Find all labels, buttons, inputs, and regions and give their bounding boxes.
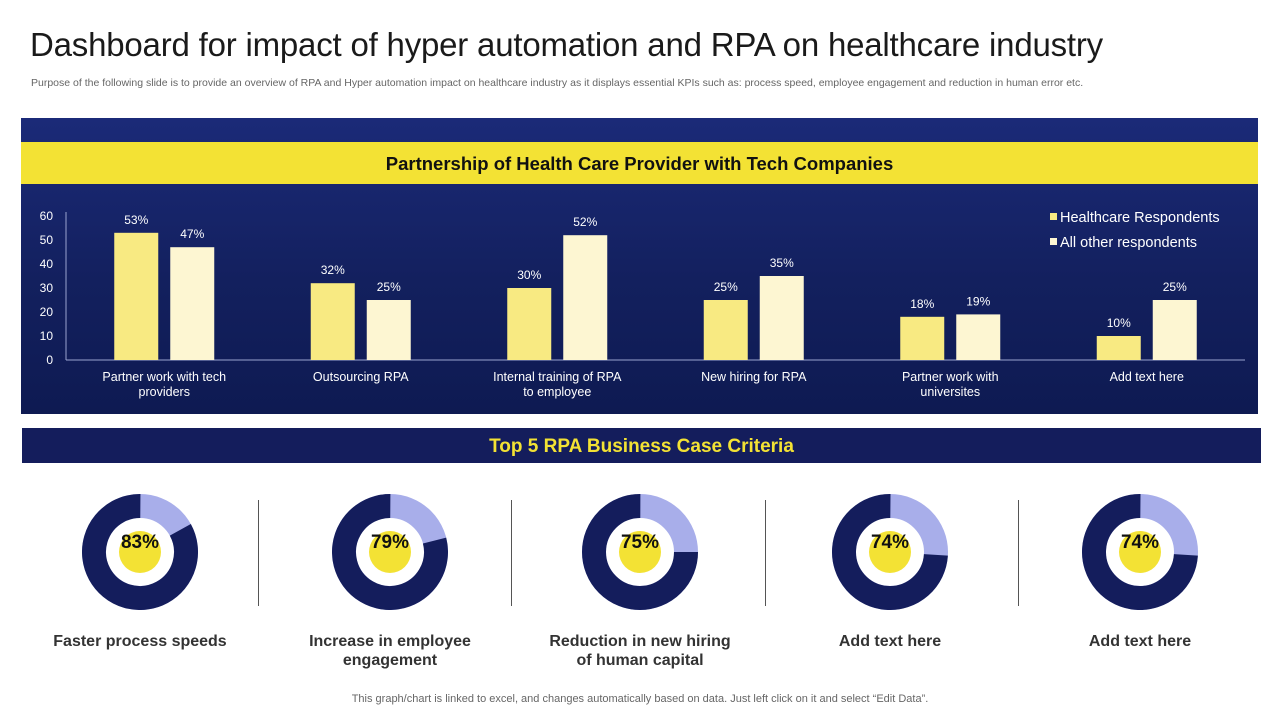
bar bbox=[563, 235, 608, 360]
bar bbox=[1096, 336, 1141, 360]
page-subtitle: Purpose of the following slide is to pro… bbox=[31, 77, 1084, 89]
kpi-label: Reduction in new hiring of human capital bbox=[549, 633, 731, 669]
bar bbox=[170, 247, 215, 360]
y-tick-label: 0 bbox=[46, 353, 53, 367]
bar-chart: 0 10 20 30 40 50 60 53% 47% 32% 25% 30% 52% 25% 35% 18… bbox=[40, 209, 1245, 399]
x-tick-label-line: Outsourcing RPA bbox=[313, 370, 409, 384]
donut-center bbox=[619, 531, 661, 573]
bar bbox=[1152, 300, 1197, 360]
donut-value-arc bbox=[832, 494, 948, 610]
bar bbox=[507, 288, 552, 360]
donut-chart bbox=[832, 494, 948, 610]
x-tick-label: Add text here bbox=[1110, 370, 1184, 384]
x-tick-label-line: Add text here bbox=[1110, 370, 1184, 384]
legend-label: All other respondents bbox=[1060, 235, 1197, 251]
bar-data-label: 25% bbox=[1163, 280, 1187, 294]
bar bbox=[703, 300, 748, 360]
donut-value-arc bbox=[82, 494, 198, 610]
kpi-label: Add text here bbox=[1088, 633, 1192, 650]
y-tick-label: 10 bbox=[40, 329, 54, 343]
donut-chart bbox=[332, 494, 448, 610]
bar bbox=[366, 300, 411, 360]
kpi-label: Increase in employee engagement bbox=[309, 633, 471, 669]
bar-data-labels: 53% 47% 32% 25% 30% 52% 25% 35% 18% 19% 10% 25% bbox=[124, 213, 1187, 330]
bar-data-label: 19% bbox=[966, 294, 990, 308]
legend-swatch bbox=[1050, 213, 1057, 220]
bar-data-label: 32% bbox=[321, 263, 345, 277]
x-tick-label: Partner work with tech providers bbox=[102, 370, 226, 399]
kpi-value: 79% bbox=[370, 532, 410, 553]
bar-data-label: 30% bbox=[517, 268, 541, 282]
donut-chart bbox=[82, 494, 198, 610]
donut-center bbox=[119, 531, 161, 573]
x-axis-labels: Partner work with tech providers Outsourci… bbox=[102, 370, 1184, 399]
bar-data-label: 10% bbox=[1107, 316, 1131, 330]
bar-data-label: 53% bbox=[124, 213, 148, 227]
kpi-value: 74% bbox=[1120, 532, 1160, 553]
bar bbox=[114, 232, 159, 360]
x-tick-label-line: universites bbox=[920, 385, 980, 399]
y-axis-ticks: 0 10 20 30 40 50 60 bbox=[40, 209, 54, 367]
y-tick-label: 40 bbox=[40, 257, 54, 271]
donut-center bbox=[869, 531, 911, 573]
bar bbox=[759, 276, 804, 360]
y-tick-label: 50 bbox=[40, 233, 54, 247]
donut-chart bbox=[582, 494, 698, 610]
bar-data-label: 18% bbox=[910, 297, 934, 311]
x-tick-label: Internal training of RPA to employee bbox=[493, 370, 622, 399]
x-tick-label: New hiring for RPA bbox=[701, 370, 807, 384]
bar bbox=[310, 283, 355, 360]
kpi-divider bbox=[765, 500, 766, 606]
bar-data-label: 25% bbox=[377, 280, 401, 294]
donut-value-arc bbox=[1082, 494, 1198, 610]
x-tick-label-line: to employee bbox=[523, 385, 591, 399]
bar-data-label: 35% bbox=[770, 256, 794, 270]
legend-label: Healthcare Respondents bbox=[1060, 210, 1220, 226]
page-title: Dashboard for impact of hyper automation… bbox=[30, 26, 1103, 63]
legend-swatch bbox=[1050, 238, 1057, 245]
kpi-label: Faster process speeds bbox=[53, 633, 227, 650]
y-tick-label: 60 bbox=[40, 209, 54, 223]
kpi-divider bbox=[511, 500, 512, 606]
y-tick-label: 30 bbox=[40, 281, 54, 295]
x-tick-label-line: providers bbox=[139, 385, 190, 399]
donut-center bbox=[369, 531, 411, 573]
x-tick-label-line: Partner work with tech bbox=[102, 370, 226, 384]
bar-data-label: 25% bbox=[714, 280, 738, 294]
donut-center bbox=[1119, 531, 1161, 573]
chart-legend: Healthcare Respondents All other responde… bbox=[1050, 210, 1220, 251]
chart-title: Partnership of Health Care Provider with… bbox=[21, 142, 1258, 184]
kpi-divider bbox=[1018, 500, 1019, 606]
kpi-value: 83% bbox=[120, 532, 160, 553]
section-title: Top 5 RPA Business Case Criteria bbox=[22, 428, 1261, 463]
kpi-label: Add text here bbox=[838, 633, 942, 650]
kpi-value: 74% bbox=[870, 532, 910, 553]
x-tick-label-line: New hiring for RPA bbox=[701, 370, 807, 384]
y-tick-label: 20 bbox=[40, 305, 54, 319]
x-tick-label: Partner work with universites bbox=[902, 370, 999, 399]
footer-note: This graph/chart is linked to excel, and… bbox=[351, 693, 929, 705]
kpi-divider bbox=[258, 500, 259, 606]
bar-data-label: 47% bbox=[180, 227, 204, 241]
bar-marks bbox=[114, 232, 1197, 360]
bar bbox=[956, 314, 1001, 360]
bar bbox=[900, 316, 945, 360]
x-tick-label-line: Internal training of RPA bbox=[493, 370, 622, 384]
bar-data-label: 52% bbox=[573, 215, 597, 229]
donut-value-arc bbox=[582, 494, 698, 610]
kpi-value: 75% bbox=[620, 532, 660, 553]
x-tick-label: Outsourcing RPA bbox=[313, 370, 409, 384]
x-tick-label-line: Partner work with bbox=[902, 370, 999, 384]
donut-chart bbox=[1082, 494, 1198, 610]
